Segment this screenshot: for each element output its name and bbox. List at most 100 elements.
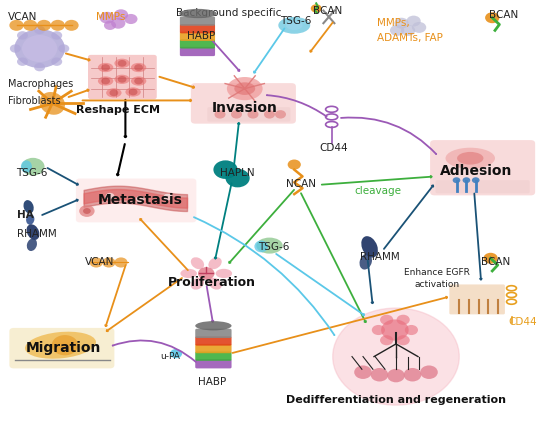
Circle shape [51, 20, 65, 31]
Circle shape [109, 89, 118, 96]
Circle shape [354, 365, 372, 379]
Ellipse shape [106, 88, 122, 97]
Ellipse shape [21, 160, 32, 173]
Circle shape [114, 9, 128, 20]
Text: BCAN: BCAN [314, 5, 343, 16]
Text: TSG-6: TSG-6 [280, 16, 312, 26]
Circle shape [101, 64, 110, 71]
Text: VCAN: VCAN [8, 12, 37, 22]
Ellipse shape [98, 76, 113, 86]
Ellipse shape [457, 152, 483, 165]
Circle shape [34, 26, 45, 34]
Circle shape [51, 31, 62, 40]
FancyBboxPatch shape [180, 32, 215, 41]
Ellipse shape [208, 257, 222, 269]
Text: Fibroblasts: Fibroblasts [8, 96, 61, 106]
Text: TSG-6: TSG-6 [16, 168, 48, 178]
Text: BCAN: BCAN [481, 257, 510, 267]
Text: Metastasis: Metastasis [98, 193, 183, 208]
Circle shape [129, 89, 138, 95]
Ellipse shape [195, 321, 232, 330]
Circle shape [90, 257, 103, 268]
Circle shape [79, 205, 95, 217]
Circle shape [198, 267, 214, 280]
Circle shape [231, 110, 242, 119]
FancyBboxPatch shape [88, 55, 157, 99]
Ellipse shape [234, 82, 255, 95]
FancyBboxPatch shape [449, 284, 505, 314]
Ellipse shape [114, 75, 130, 84]
FancyBboxPatch shape [195, 359, 232, 368]
Circle shape [288, 160, 301, 170]
Circle shape [170, 349, 182, 358]
Circle shape [453, 177, 460, 183]
Circle shape [104, 21, 116, 30]
FancyBboxPatch shape [180, 47, 215, 56]
FancyBboxPatch shape [436, 180, 530, 193]
Text: Invasion: Invasion [212, 100, 278, 115]
FancyArrowPatch shape [194, 217, 334, 335]
Circle shape [275, 110, 286, 119]
Circle shape [397, 315, 410, 325]
Text: cleavage: cleavage [355, 186, 402, 196]
Text: Adhesion: Adhesion [439, 164, 512, 178]
Circle shape [394, 18, 409, 29]
Circle shape [22, 35, 57, 62]
Circle shape [387, 369, 405, 382]
Circle shape [371, 368, 388, 381]
Circle shape [17, 57, 28, 66]
Circle shape [100, 12, 115, 24]
Circle shape [404, 368, 421, 381]
Circle shape [118, 60, 127, 67]
Ellipse shape [360, 254, 372, 270]
FancyArrowPatch shape [267, 95, 327, 116]
Ellipse shape [286, 21, 302, 30]
Circle shape [406, 16, 421, 27]
Circle shape [264, 110, 275, 119]
Text: TSG-6: TSG-6 [258, 242, 290, 252]
Circle shape [9, 20, 24, 31]
Text: VCAN: VCAN [85, 257, 114, 267]
FancyBboxPatch shape [180, 39, 215, 49]
Circle shape [214, 110, 225, 119]
Ellipse shape [180, 269, 197, 278]
Circle shape [111, 18, 125, 29]
Text: CD44: CD44 [319, 143, 348, 153]
Circle shape [106, 193, 114, 200]
FancyBboxPatch shape [195, 352, 232, 361]
FancyBboxPatch shape [195, 336, 232, 346]
Circle shape [420, 365, 438, 379]
FancyBboxPatch shape [207, 107, 290, 122]
Ellipse shape [254, 241, 268, 252]
Circle shape [311, 4, 322, 13]
Ellipse shape [208, 278, 222, 289]
Circle shape [102, 257, 116, 268]
Circle shape [485, 12, 499, 23]
FancyBboxPatch shape [180, 16, 215, 26]
Circle shape [136, 196, 145, 203]
Ellipse shape [179, 9, 217, 18]
FancyArrowPatch shape [113, 341, 196, 362]
Circle shape [23, 20, 37, 31]
FancyBboxPatch shape [76, 179, 196, 222]
Circle shape [17, 31, 28, 40]
Circle shape [380, 335, 393, 345]
Text: Proliferation: Proliferation [168, 276, 256, 289]
Text: BCAN: BCAN [490, 10, 519, 20]
Ellipse shape [227, 77, 263, 100]
Circle shape [118, 76, 127, 83]
FancyBboxPatch shape [180, 24, 215, 33]
Circle shape [114, 257, 128, 268]
Circle shape [14, 29, 65, 68]
Text: MMPs,: MMPs, [377, 18, 410, 28]
Ellipse shape [24, 200, 34, 214]
Circle shape [10, 44, 21, 53]
Ellipse shape [191, 257, 204, 269]
Text: HAPLN: HAPLN [220, 168, 255, 178]
Circle shape [134, 78, 143, 84]
Ellipse shape [40, 92, 65, 115]
Circle shape [34, 63, 45, 71]
Circle shape [463, 177, 470, 183]
Circle shape [483, 253, 498, 264]
Circle shape [101, 78, 110, 84]
